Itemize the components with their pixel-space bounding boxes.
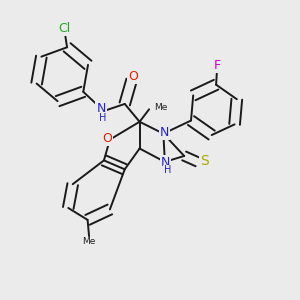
- Text: Cl: Cl: [58, 22, 71, 35]
- Text: H: H: [99, 113, 106, 123]
- Text: H: H: [164, 165, 171, 175]
- Text: N: N: [160, 126, 169, 139]
- Text: S: S: [200, 154, 208, 168]
- Text: O: O: [102, 132, 112, 145]
- Text: Me: Me: [154, 103, 168, 112]
- Text: O: O: [128, 70, 138, 83]
- Text: Me: Me: [82, 237, 96, 246]
- Text: N: N: [96, 103, 106, 116]
- Text: N: N: [161, 156, 170, 169]
- Text: F: F: [214, 59, 221, 72]
